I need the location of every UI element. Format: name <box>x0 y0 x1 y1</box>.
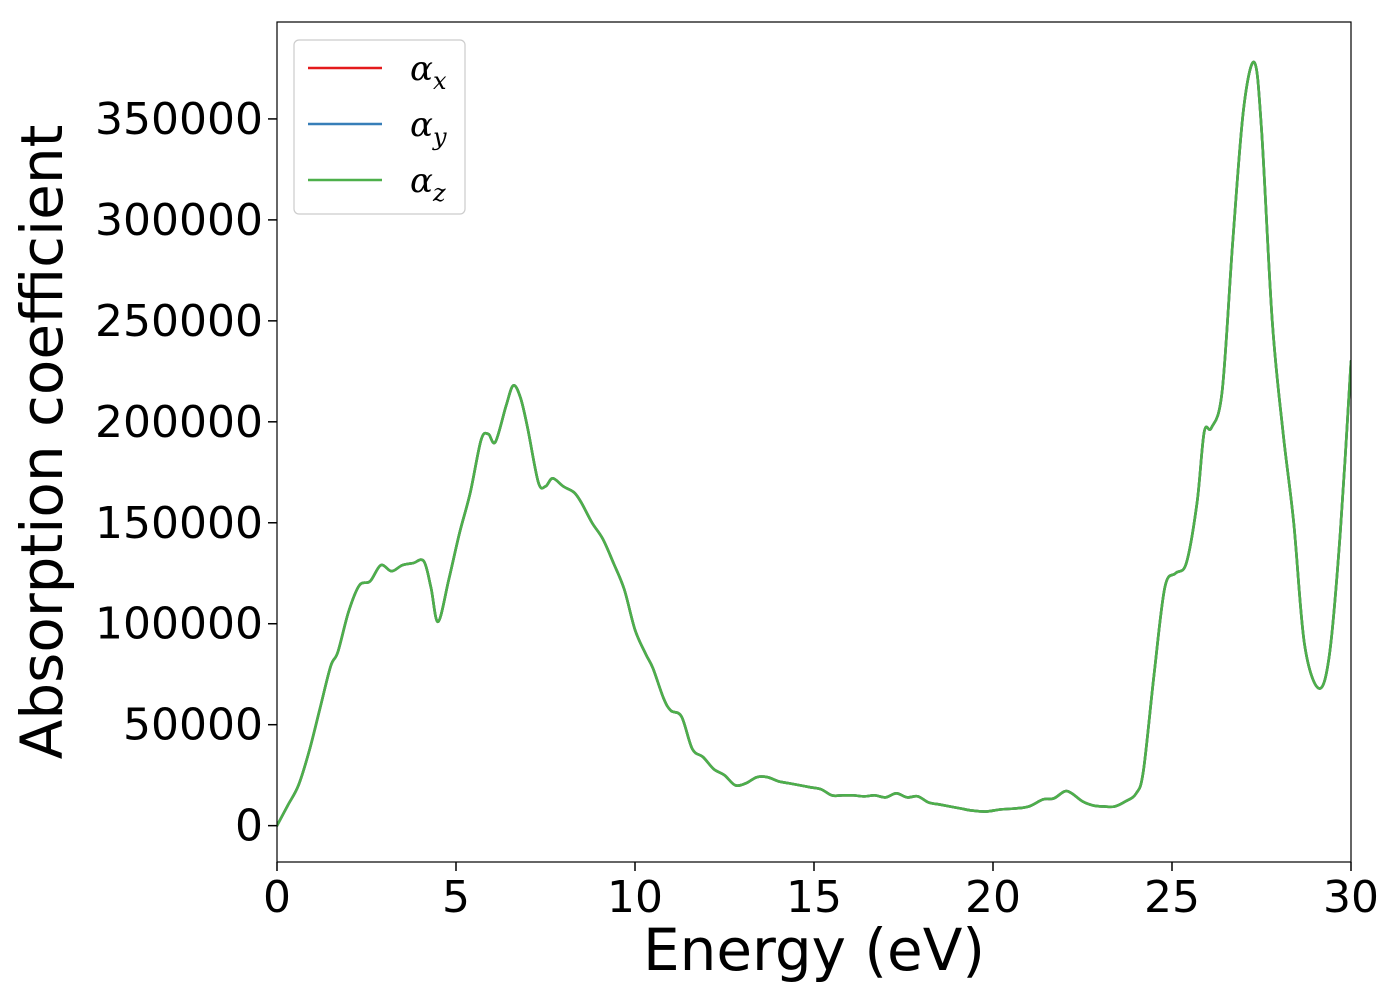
y-tick-label: 200000 <box>95 397 263 448</box>
series-layer <box>277 60 1351 827</box>
x-tick-label: 30 <box>1323 872 1379 923</box>
x-tick-label: 0 <box>263 872 291 923</box>
legend-symbol: α <box>410 49 433 89</box>
x-tick-label: 20 <box>965 872 1021 923</box>
x-axis-title: Energy (eV) <box>643 916 985 984</box>
legend-label-x: αx <box>410 49 447 95</box>
x-tick-label: 15 <box>786 872 842 923</box>
y-tick-label: 350000 <box>95 94 263 145</box>
legend-subscript: x <box>433 67 447 95</box>
y-tick-label: 100000 <box>95 599 263 650</box>
y-axis: 0 50000 100000 150000 200000 250000 300000 3500… <box>95 94 277 852</box>
legend-subscript: y <box>432 123 447 151</box>
legend-label-y: αy <box>410 105 447 151</box>
y-tick-label: 300000 <box>95 195 263 246</box>
y-tick-label: 50000 <box>123 700 263 751</box>
y-tick-label: 150000 <box>95 498 263 549</box>
legend-symbol: α <box>410 105 433 145</box>
legend-subscript: z <box>432 179 446 207</box>
x-tick-label: 25 <box>1144 872 1200 923</box>
x-axis: 0 5 10 15 20 25 30 <box>263 862 1379 923</box>
y-tick-label: 250000 <box>95 296 263 347</box>
series-line-z <box>277 60 1351 827</box>
legend-label-z: αz <box>410 161 446 207</box>
y-tick-label: 0 <box>235 801 263 852</box>
y-axis-title: Absorption coefficient <box>8 125 76 760</box>
legend-box <box>293 39 466 215</box>
legend-symbol: α <box>410 161 433 201</box>
x-tick-label: 5 <box>442 872 470 923</box>
x-tick-label: 10 <box>607 872 663 923</box>
